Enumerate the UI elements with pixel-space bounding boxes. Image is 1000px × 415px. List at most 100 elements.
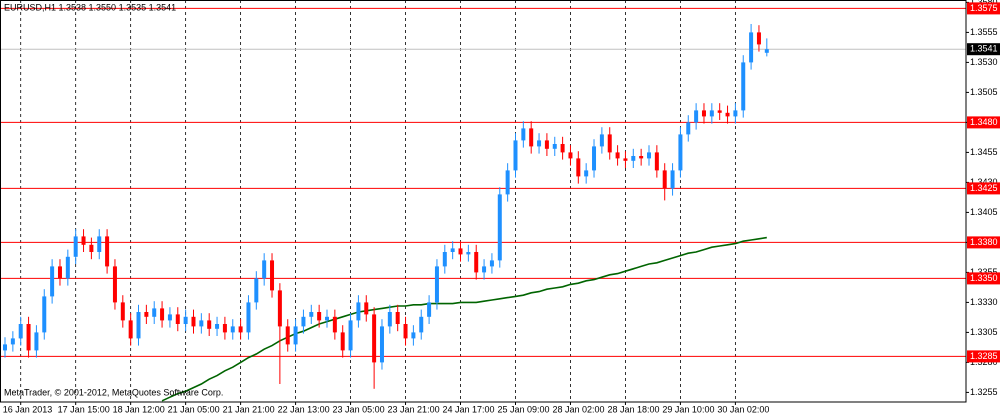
x-tick-label: 23 Jan 21:00 bbox=[388, 404, 440, 414]
candle-body bbox=[348, 320, 353, 351]
candle-body bbox=[466, 252, 471, 255]
level-label: 1.3285 bbox=[970, 351, 998, 361]
level-label: 1.3350 bbox=[970, 273, 998, 283]
candle-body bbox=[474, 252, 479, 273]
candle-body bbox=[701, 110, 706, 117]
candle-body bbox=[325, 316, 329, 321]
x-tick-label: 21 Jan 05:00 bbox=[168, 404, 220, 414]
x-tick-label: 16 Jan 2013 bbox=[3, 404, 53, 414]
x-tick-label: 22 Jan 13:00 bbox=[278, 404, 330, 414]
candle-body bbox=[529, 128, 534, 147]
candle-body bbox=[403, 324, 408, 339]
marks bbox=[3, 24, 769, 402]
candle-body bbox=[631, 156, 636, 161]
watermark: MetaTrader, © 2001-2012, MetaQuotes Soft… bbox=[4, 387, 223, 397]
candle-body bbox=[120, 302, 125, 321]
x-tick-label: 18 Jan 12:00 bbox=[113, 404, 165, 414]
x-tick-label: 17 Jan 15:00 bbox=[58, 404, 110, 414]
x-tick-label: 21 Jan 21:00 bbox=[223, 404, 275, 414]
candle-body bbox=[442, 252, 447, 267]
candle-body bbox=[105, 236, 110, 267]
candle-body bbox=[599, 134, 604, 147]
candle-body bbox=[112, 266, 117, 303]
candle-body bbox=[246, 302, 251, 333]
y-tick-label: 1.3455 bbox=[970, 147, 998, 157]
y-tick-label: 1.3355 bbox=[970, 267, 998, 277]
candle-body bbox=[427, 302, 432, 317]
candle-body bbox=[50, 266, 55, 297]
candle-body bbox=[152, 308, 157, 317]
candle-body bbox=[372, 314, 377, 363]
level-label-box bbox=[967, 236, 1000, 249]
candle-body bbox=[332, 316, 337, 333]
level-label: 1.3380 bbox=[970, 237, 998, 247]
candle-body bbox=[57, 266, 62, 279]
y-tick-label: 1.3405 bbox=[970, 207, 998, 217]
candle-body bbox=[34, 332, 39, 351]
x-tick-label: 23 Jan 05:00 bbox=[333, 404, 385, 414]
candle-body bbox=[411, 332, 416, 339]
grid bbox=[0, 0, 966, 402]
candle-body bbox=[450, 248, 455, 252]
level-label: 1.3425 bbox=[970, 183, 998, 193]
candle-body bbox=[215, 324, 220, 329]
candle-body bbox=[678, 134, 683, 171]
level-label: 1.3575 bbox=[970, 3, 998, 13]
candle-body bbox=[756, 32, 761, 45]
candle-body bbox=[230, 326, 235, 333]
candle-body bbox=[26, 324, 31, 351]
candle-body bbox=[434, 266, 439, 303]
candle-body bbox=[81, 236, 86, 245]
candle-body bbox=[670, 170, 675, 189]
candle-body bbox=[65, 256, 70, 279]
candle-body bbox=[144, 312, 149, 317]
candle-body bbox=[544, 140, 549, 149]
candle-body bbox=[238, 326, 243, 333]
level-label-box bbox=[967, 272, 1000, 285]
candle-body bbox=[97, 236, 102, 252]
candle-body bbox=[725, 112, 730, 117]
candle-body bbox=[482, 266, 487, 273]
candle-body bbox=[340, 332, 345, 351]
level-label: 1.3480 bbox=[970, 117, 998, 127]
candle-body bbox=[419, 316, 424, 333]
level-label-box bbox=[967, 116, 1000, 129]
y-tick-label: 1.3505 bbox=[970, 87, 998, 97]
y-tick-label: 1.3555 bbox=[970, 27, 998, 37]
candle-body bbox=[607, 134, 612, 153]
y-tick-label: 1.3430 bbox=[970, 177, 998, 187]
candle-body bbox=[560, 144, 565, 153]
candle-body bbox=[364, 302, 369, 315]
candle-body bbox=[749, 32, 754, 63]
candle-body bbox=[387, 312, 392, 327]
candle-body bbox=[3, 344, 7, 351]
candle-body bbox=[513, 140, 518, 171]
level-label-box bbox=[967, 182, 1000, 195]
candle-body bbox=[301, 316, 306, 327]
level-label-box bbox=[967, 350, 1000, 363]
candle-body bbox=[199, 320, 204, 327]
candle-body bbox=[285, 326, 290, 345]
candle-body bbox=[254, 278, 259, 303]
candle-body bbox=[10, 338, 15, 345]
candle-body bbox=[733, 110, 738, 117]
x-tick-label: 25 Jan 09:00 bbox=[497, 404, 549, 414]
x-tick-label: 30 Jan 02:00 bbox=[717, 404, 769, 414]
candle-body bbox=[89, 244, 94, 252]
candle-body bbox=[395, 312, 400, 324]
candle-body bbox=[222, 324, 227, 333]
candle-body bbox=[694, 110, 699, 123]
candle-body bbox=[277, 290, 282, 327]
candle-body bbox=[576, 158, 581, 177]
candle-body bbox=[73, 236, 78, 257]
candle-body bbox=[489, 260, 494, 267]
candle-body bbox=[537, 140, 542, 147]
y-tick-label: 1.3330 bbox=[970, 297, 998, 307]
candle-body bbox=[183, 316, 188, 324]
candle-body bbox=[136, 312, 141, 339]
candle-body bbox=[167, 314, 172, 321]
candle-body bbox=[639, 156, 644, 159]
candle-body bbox=[497, 194, 502, 261]
moving-average-line bbox=[161, 236, 767, 402]
candle-body bbox=[458, 248, 463, 255]
